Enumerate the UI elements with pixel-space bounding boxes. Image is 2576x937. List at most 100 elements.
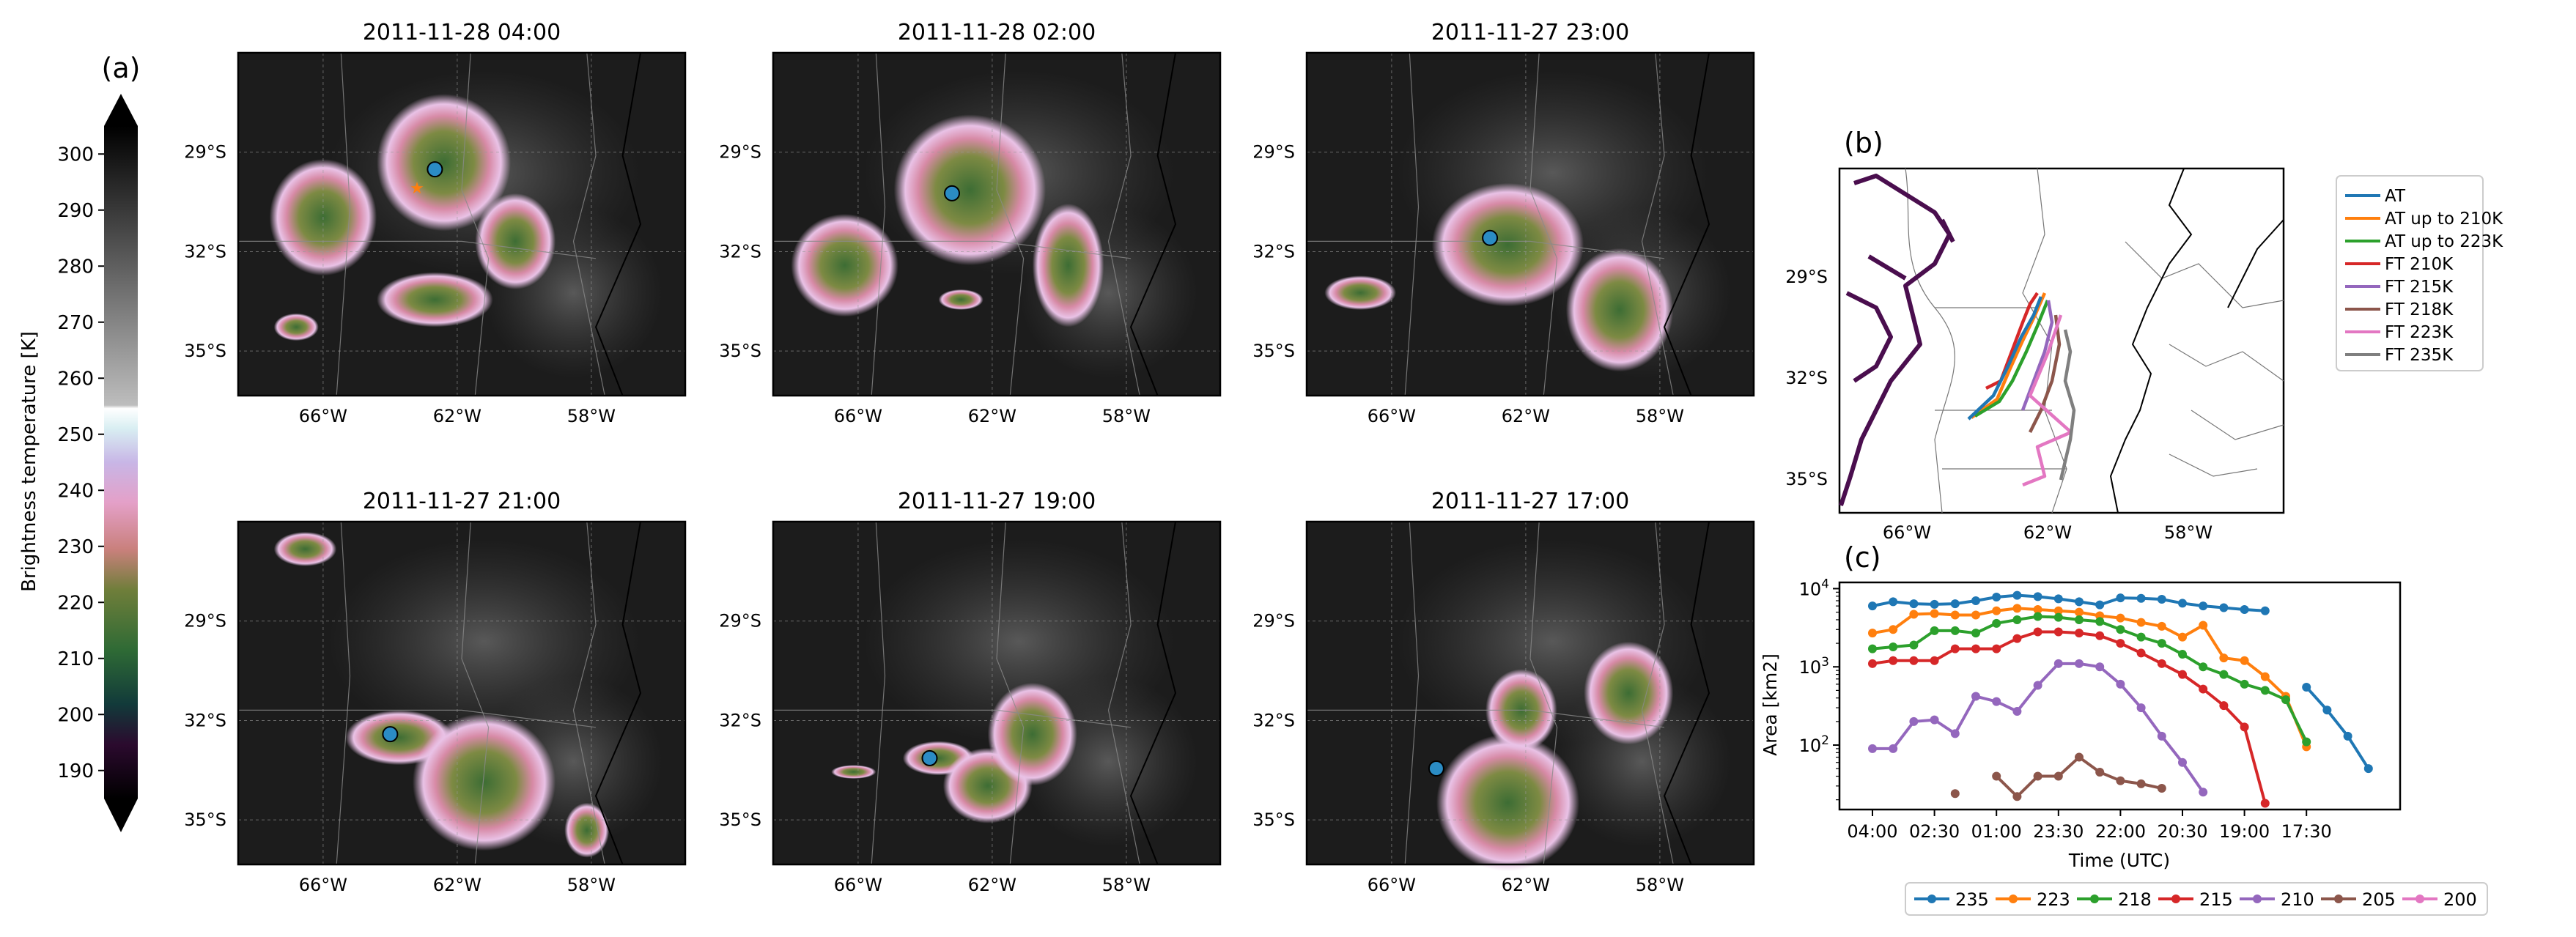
country-border xyxy=(871,52,886,396)
cloud-cluster xyxy=(377,272,493,327)
map-panel: 2011-11-27 19:00 29°S 32°S 35°S 66°W 62°W 58°W xyxy=(719,489,1222,895)
system-center-marker xyxy=(427,161,443,178)
colorbar-tick-label: 220 xyxy=(57,592,94,614)
system-center-marker xyxy=(921,749,938,766)
colorbar-tick-label: 250 xyxy=(57,424,94,446)
country-border xyxy=(238,709,597,728)
series-line xyxy=(1872,630,2267,804)
area-chart-axes: 04:00 02:30 01:00 23:30 22:00 20:30 19:00 17:30… xyxy=(1799,577,2332,842)
area-chart-panel: (c) 04:00 02:30 01:00 23:30 22:00 20:30 19:00 1… xyxy=(1760,541,2488,916)
colorbar-tick-label: 260 xyxy=(57,368,94,390)
colorbar-top-extension xyxy=(104,94,138,126)
track-line xyxy=(1974,300,2050,418)
star-marker: ★ xyxy=(410,179,424,198)
panel-label-a: (a) xyxy=(102,52,141,84)
legend-label: 205 xyxy=(2362,889,2396,910)
map-frame xyxy=(1305,51,1755,397)
country-border xyxy=(461,52,490,396)
legend-label: 200 xyxy=(2443,889,2477,910)
map-panel: 2011-11-28 04:00 ★ 29°S 32°S 35°S 66°W 62°W 58°… xyxy=(184,20,687,426)
colorbar-tick-label: 190 xyxy=(57,760,94,782)
cloud-cluster xyxy=(1584,641,1674,745)
legend-swatch-marker xyxy=(2334,895,2343,903)
map-lat-label: 32°S xyxy=(184,710,226,730)
map-panel-title: 2011-11-28 02:00 xyxy=(898,20,1096,45)
map-lat-label: 29°S xyxy=(719,142,761,163)
legend-swatch-marker xyxy=(2090,895,2099,903)
system-center-marker xyxy=(944,185,960,201)
x-tick-label: 19:00 xyxy=(2219,821,2270,842)
map-lat-label: 35°S xyxy=(719,341,761,361)
series-line xyxy=(1872,607,2309,748)
map-lon-label: 62°W xyxy=(433,875,481,895)
track-legend-label: AT up to 210K xyxy=(2385,210,2503,229)
colorbar-label: Brightness temperature [K] xyxy=(18,331,40,592)
map-lon-label: 66°W xyxy=(299,875,347,895)
track-legend-label: FT 210K xyxy=(2385,255,2454,274)
map-lat-label: 32°S xyxy=(1252,241,1295,262)
country-border xyxy=(1307,709,1665,728)
track-map-contour xyxy=(1839,174,1955,506)
map-frame xyxy=(1305,520,1755,866)
y-tick-label: 104 xyxy=(1799,577,1829,599)
country-border xyxy=(1529,521,1558,865)
track-legend-label: FT 235K xyxy=(2385,346,2454,365)
map-lon-label: 58°W xyxy=(567,406,616,426)
track-map-lon-66: 66°W xyxy=(1883,522,1931,543)
country-border xyxy=(1307,240,1665,259)
coastline xyxy=(1129,521,1177,865)
coastline xyxy=(1129,52,1177,396)
map-panel: 2011-11-27 21:00 29°S 32°S 35°S 66°W 62°W 58°W xyxy=(184,489,687,895)
country-border xyxy=(572,52,605,396)
country-border xyxy=(1404,52,1420,396)
series-point xyxy=(1950,789,1960,799)
x-tick-label: 17:30 xyxy=(2281,821,2332,842)
colorbar-tick-label: 210 xyxy=(57,648,94,670)
colorbar: (a) 190 200 210 220 230 240 250 260 270 280 290 300… xyxy=(18,52,140,832)
map-lon-label: 58°W xyxy=(1636,875,1684,895)
series-line xyxy=(1872,615,2308,743)
map-lon-label: 62°W xyxy=(433,406,481,426)
coastline xyxy=(594,52,642,396)
map-lon-label: 58°W xyxy=(567,875,616,895)
country-border xyxy=(1404,521,1420,865)
system-center-marker xyxy=(1428,760,1444,777)
series-line xyxy=(2305,686,2370,770)
cloud-cluster xyxy=(831,765,876,779)
track-legend-label: FT 223K xyxy=(2385,323,2454,342)
colorbar-tick-label: 280 xyxy=(57,256,94,278)
map-panel-title: 2011-11-27 23:00 xyxy=(1431,20,1629,45)
map-lat-label: 29°S xyxy=(184,611,226,632)
cloud-cluster xyxy=(475,193,556,289)
track-legend-label: FT 215K xyxy=(2385,278,2454,297)
map-lon-label: 58°W xyxy=(1636,406,1684,426)
map-lon-label: 66°W xyxy=(1368,875,1416,895)
track-map-lon-58: 58°W xyxy=(2164,522,2213,543)
cloud-cluster xyxy=(1324,275,1396,310)
map-lat-label: 35°S xyxy=(1252,810,1295,830)
track-legend-label: AT up to 223K xyxy=(2385,232,2503,251)
x-tick-label: 23:30 xyxy=(2033,821,2084,842)
country-border xyxy=(572,521,605,865)
map-lon-label: 66°W xyxy=(834,406,882,426)
coastline xyxy=(594,521,642,865)
legend-swatch-marker xyxy=(2171,895,2180,903)
cloud-cluster xyxy=(1032,203,1104,327)
legend-swatch-marker xyxy=(2416,895,2424,903)
map-panel: 2011-11-27 23:00 29°S 32°S 35°S 66°W 62°W 58°W xyxy=(1252,20,1755,426)
country-border xyxy=(1107,521,1140,865)
country-border xyxy=(1641,52,1674,396)
country-border xyxy=(336,521,351,865)
coastline xyxy=(1663,521,1710,865)
map-lon-label: 58°W xyxy=(1102,875,1151,895)
cloud-cluster xyxy=(938,289,983,310)
cloud-cluster xyxy=(987,682,1077,786)
track-line xyxy=(2020,300,2054,411)
track-legend-items: AT AT up to 210K AT up to 223K FT 210K FT 21… xyxy=(2345,187,2503,365)
country-border xyxy=(336,52,351,396)
map-lon-label: 66°W xyxy=(299,406,347,426)
country-border xyxy=(773,240,1132,259)
cloud-cluster xyxy=(1431,182,1584,307)
legend-label: 210 xyxy=(2281,889,2314,910)
